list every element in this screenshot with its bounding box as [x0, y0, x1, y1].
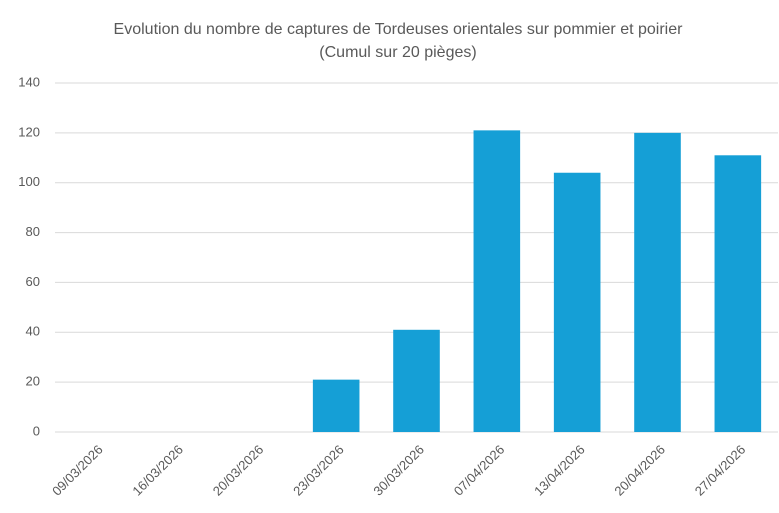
x-tick-label: 13/04/2026 [531, 442, 588, 499]
y-tick-label: 120 [18, 124, 40, 139]
x-tick-label: 09/03/2026 [49, 442, 106, 499]
x-tick-label: 27/04/2026 [692, 442, 749, 499]
x-tick-label: 23/03/2026 [290, 442, 347, 499]
y-tick-label: 20 [26, 374, 40, 389]
bar [714, 155, 762, 433]
bar [312, 379, 360, 432]
chart-title: Evolution du nombre de captures de Torde… [113, 21, 683, 61]
bar [473, 130, 521, 432]
y-tick-label: 40 [26, 324, 40, 339]
y-tick-label: 80 [26, 224, 40, 239]
x-tick-label: 20/04/2026 [611, 442, 668, 499]
y-tick-label: 100 [18, 174, 40, 189]
bar [393, 329, 440, 432]
bar [553, 172, 601, 432]
x-tick-label: 07/04/2026 [451, 442, 508, 499]
y-tick-label: 60 [26, 274, 40, 289]
y-tick-label: 140 [18, 74, 40, 89]
x-tick-label: 20/03/2026 [210, 442, 267, 499]
y-tick-label: 0 [33, 423, 40, 438]
bar [634, 132, 681, 432]
x-tick-label: 16/03/2026 [129, 442, 186, 499]
x-tick-label: 30/03/2026 [370, 442, 427, 499]
